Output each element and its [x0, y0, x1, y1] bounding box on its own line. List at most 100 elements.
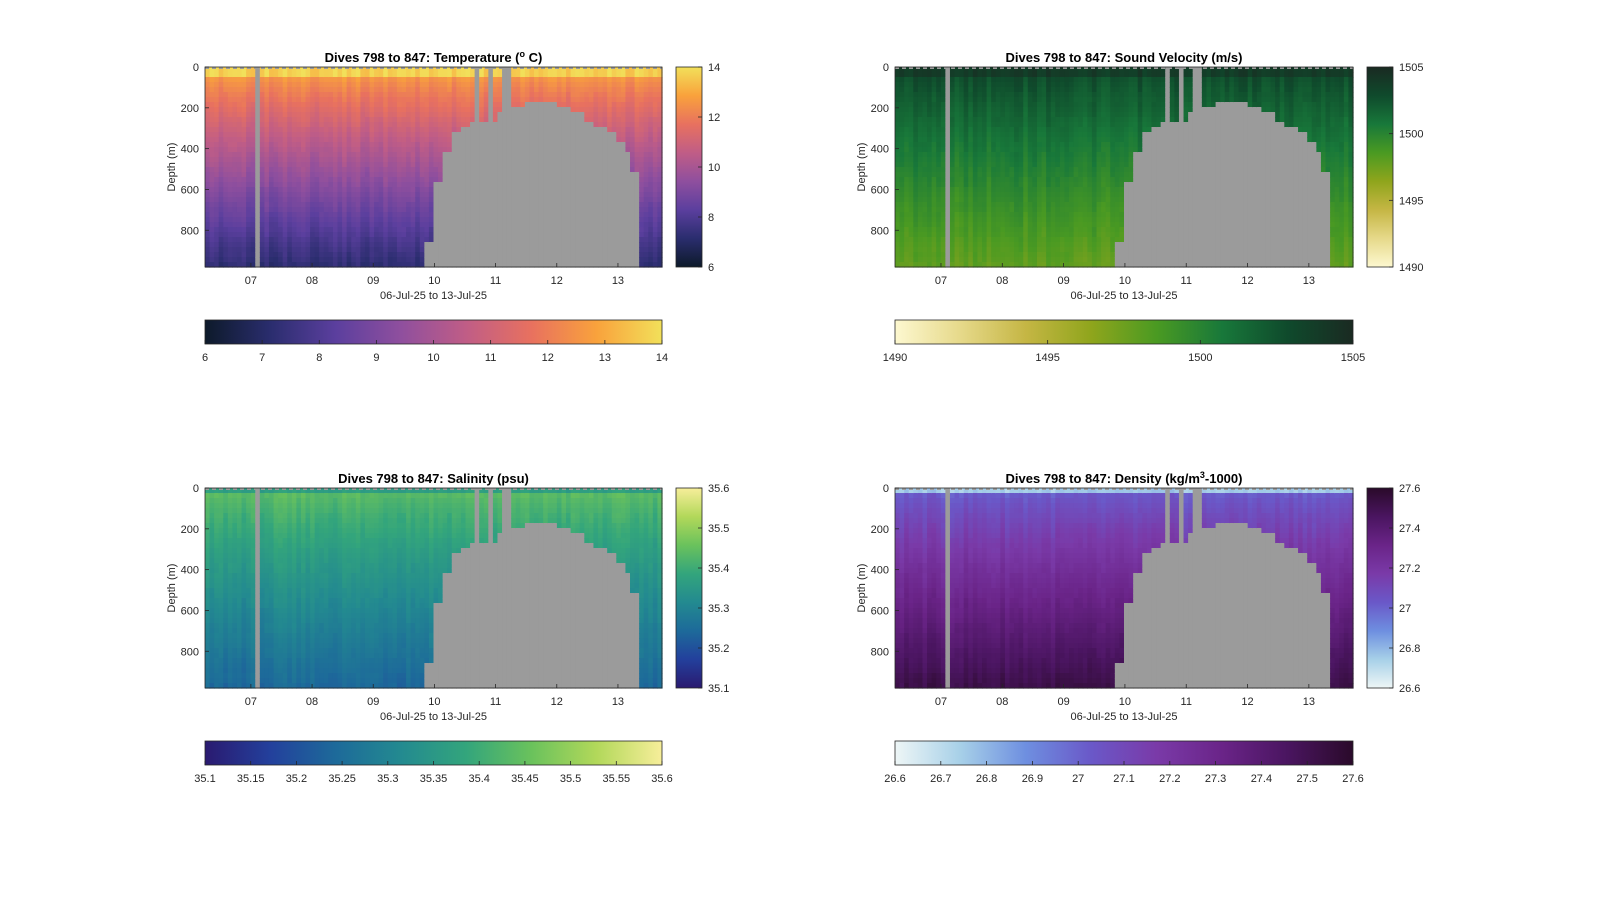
- heatmap-cell: [520, 222, 526, 228]
- heatmap-cell: [529, 182, 535, 188]
- heatmap-cell: [214, 222, 220, 228]
- heatmap-cell: [908, 217, 914, 223]
- heatmap-cell: [410, 217, 416, 223]
- heatmap-cell: [346, 232, 352, 238]
- heatmap-cell: [607, 167, 613, 173]
- heatmap-cell: [588, 72, 595, 78]
- heatmap-cell: [982, 117, 988, 123]
- heatmap-cell: [538, 102, 544, 108]
- heatmap-cell: [602, 107, 608, 113]
- heatmap-cell: [328, 192, 334, 198]
- heatmap-cell: [972, 172, 979, 178]
- heatmap-cell: [419, 67, 425, 73]
- heatmap-cell: [552, 167, 558, 173]
- heatmap-cell: [657, 147, 663, 153]
- heatmap-cell: [314, 92, 320, 98]
- heatmap-cell: [515, 112, 521, 118]
- heatmap-cell: [913, 237, 919, 243]
- heatmap-cell: [255, 182, 261, 188]
- heatmap-cell: [579, 257, 585, 263]
- heatmap-cell: [474, 217, 480, 223]
- heatmap-cell: [236, 197, 243, 203]
- heatmap-cell: [922, 262, 928, 268]
- heatmap-cell: [634, 157, 640, 163]
- heatmap-cell: [387, 257, 393, 263]
- heatmap-cell: [456, 152, 462, 158]
- heatmap-cell: [438, 147, 444, 153]
- heatmap-cell: [588, 252, 595, 258]
- heatmap-cell: [255, 252, 261, 258]
- heatmap-cell: [273, 167, 279, 173]
- heatmap-cell: [588, 167, 595, 173]
- heatmap-cell: [524, 212, 531, 218]
- heatmap-cell: [936, 242, 942, 248]
- heatmap-cell: [369, 187, 375, 193]
- heatmap-cell: [465, 257, 471, 263]
- heatmap-cell: [332, 137, 339, 143]
- heatmap-cell: [524, 67, 531, 73]
- heatmap-cell: [575, 117, 581, 123]
- heatmap-cell: [214, 77, 220, 83]
- heatmap-cell: [954, 242, 960, 248]
- heatmap-cell: [899, 137, 905, 143]
- heatmap-cell: [268, 247, 275, 253]
- heatmap-cell: [908, 137, 914, 143]
- heatmap-cell: [396, 212, 403, 218]
- heatmap-cell: [273, 207, 279, 213]
- heatmap-cell: [479, 227, 485, 233]
- heatmap-cell: [995, 107, 1001, 113]
- heatmap-cell: [250, 157, 256, 163]
- heatmap-cell: [305, 242, 311, 248]
- heatmap-cell: [282, 77, 288, 83]
- heatmap-cell: [378, 227, 384, 233]
- heatmap-cell: [972, 192, 979, 198]
- heatmap-cell: [287, 92, 293, 98]
- heatmap-cell: [419, 132, 425, 138]
- heatmap-cell: [351, 187, 357, 193]
- heatmap-cell: [625, 117, 631, 123]
- heatmap-cell: [424, 117, 430, 123]
- heatmap-cell: [428, 77, 435, 83]
- heatmap-cell: [323, 157, 329, 163]
- heatmap-cell: [552, 212, 558, 218]
- heatmap-cell: [611, 167, 617, 173]
- heatmap-cell: [268, 102, 275, 108]
- heatmap-cell: [433, 182, 439, 188]
- heatmap-cell: [328, 172, 334, 178]
- heatmap-cell: [575, 72, 581, 78]
- heatmap-cell: [401, 142, 407, 148]
- heatmap-cell: [502, 197, 508, 203]
- heatmap-cell: [223, 92, 229, 98]
- heatmap-cell: [447, 242, 453, 248]
- heatmap-cell: [593, 87, 599, 93]
- heatmap-cell: [419, 92, 425, 98]
- heatmap-cell: [255, 227, 261, 233]
- heatmap-cell: [986, 72, 992, 78]
- heatmap-cell: [433, 132, 439, 138]
- heatmap-cell: [986, 162, 992, 168]
- heatmap-cell: [460, 177, 467, 183]
- heatmap-cell: [483, 77, 489, 83]
- heatmap-cell: [282, 147, 288, 153]
- heatmap-cell: [524, 237, 531, 243]
- heatmap-cell: [634, 227, 640, 233]
- heatmap-cell: [305, 127, 311, 133]
- heatmap-cell: [470, 112, 476, 118]
- heatmap-cell: [543, 152, 549, 158]
- heatmap-cell: [438, 207, 444, 213]
- heatmap-cell: [598, 197, 604, 203]
- heatmap-cell: [451, 192, 457, 198]
- heatmap-cell: [424, 172, 430, 178]
- heatmap-cell: [611, 77, 617, 83]
- heatmap-cell: [607, 142, 613, 148]
- heatmap-cell: [438, 182, 444, 188]
- heatmap-cell: [300, 67, 307, 73]
- heatmap-cell: [927, 212, 933, 218]
- chart-title: Dives 798 to 847: Temperature (o C): [325, 49, 543, 65]
- heatmap-cell: [963, 222, 969, 228]
- heatmap-cell: [639, 162, 645, 168]
- heatmap-cell: [620, 237, 627, 243]
- heatmap-cell: [300, 182, 307, 188]
- heatmap-cell: [465, 192, 471, 198]
- heatmap-cell: [534, 237, 540, 243]
